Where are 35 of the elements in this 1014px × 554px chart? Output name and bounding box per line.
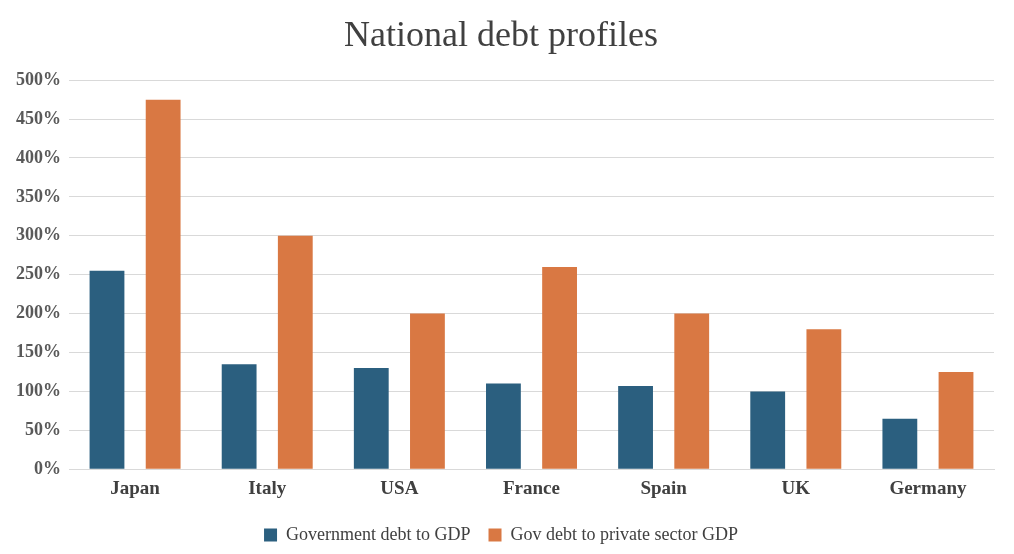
bar bbox=[618, 385, 653, 469]
bar bbox=[750, 391, 786, 469]
bar bbox=[674, 313, 710, 469]
bar bbox=[410, 313, 445, 469]
y-tick-label: 0% bbox=[34, 457, 61, 478]
chart-title: National debt profiles bbox=[344, 14, 658, 55]
bar bbox=[89, 270, 125, 469]
x-tick-label: Italy bbox=[248, 476, 287, 498]
bar bbox=[542, 266, 577, 469]
x-tick-label: Germany bbox=[889, 476, 967, 498]
legend-label: Gov debt to private sector GDP bbox=[510, 523, 738, 544]
x-tick-label: UK bbox=[781, 476, 811, 498]
y-tick-label: 250% bbox=[16, 263, 61, 284]
legend-label: Government debt to GDP bbox=[286, 523, 471, 544]
bar bbox=[806, 329, 842, 469]
y-tick-label: 450% bbox=[16, 107, 61, 128]
y-tick-label: 300% bbox=[16, 224, 61, 245]
y-tick-label: 100% bbox=[16, 380, 61, 401]
x-tick-label: USA bbox=[380, 476, 419, 498]
bar bbox=[145, 99, 181, 469]
y-tick-label: 150% bbox=[16, 341, 61, 362]
y-tick-label: 200% bbox=[16, 302, 61, 323]
bar bbox=[221, 364, 257, 469]
y-tick-label: 400% bbox=[16, 146, 61, 167]
bar bbox=[353, 368, 389, 469]
x-tick-label: Spain bbox=[640, 476, 688, 498]
bar bbox=[882, 418, 918, 469]
bar bbox=[277, 235, 313, 469]
x-tick-label: France bbox=[503, 476, 560, 498]
x-tick-label: Japan bbox=[110, 476, 161, 498]
bar bbox=[938, 371, 974, 469]
y-tick-label: 50% bbox=[25, 418, 61, 439]
y-tick-label: 500% bbox=[16, 68, 61, 89]
y-tick-label: 350% bbox=[16, 185, 61, 206]
bar bbox=[486, 383, 521, 469]
